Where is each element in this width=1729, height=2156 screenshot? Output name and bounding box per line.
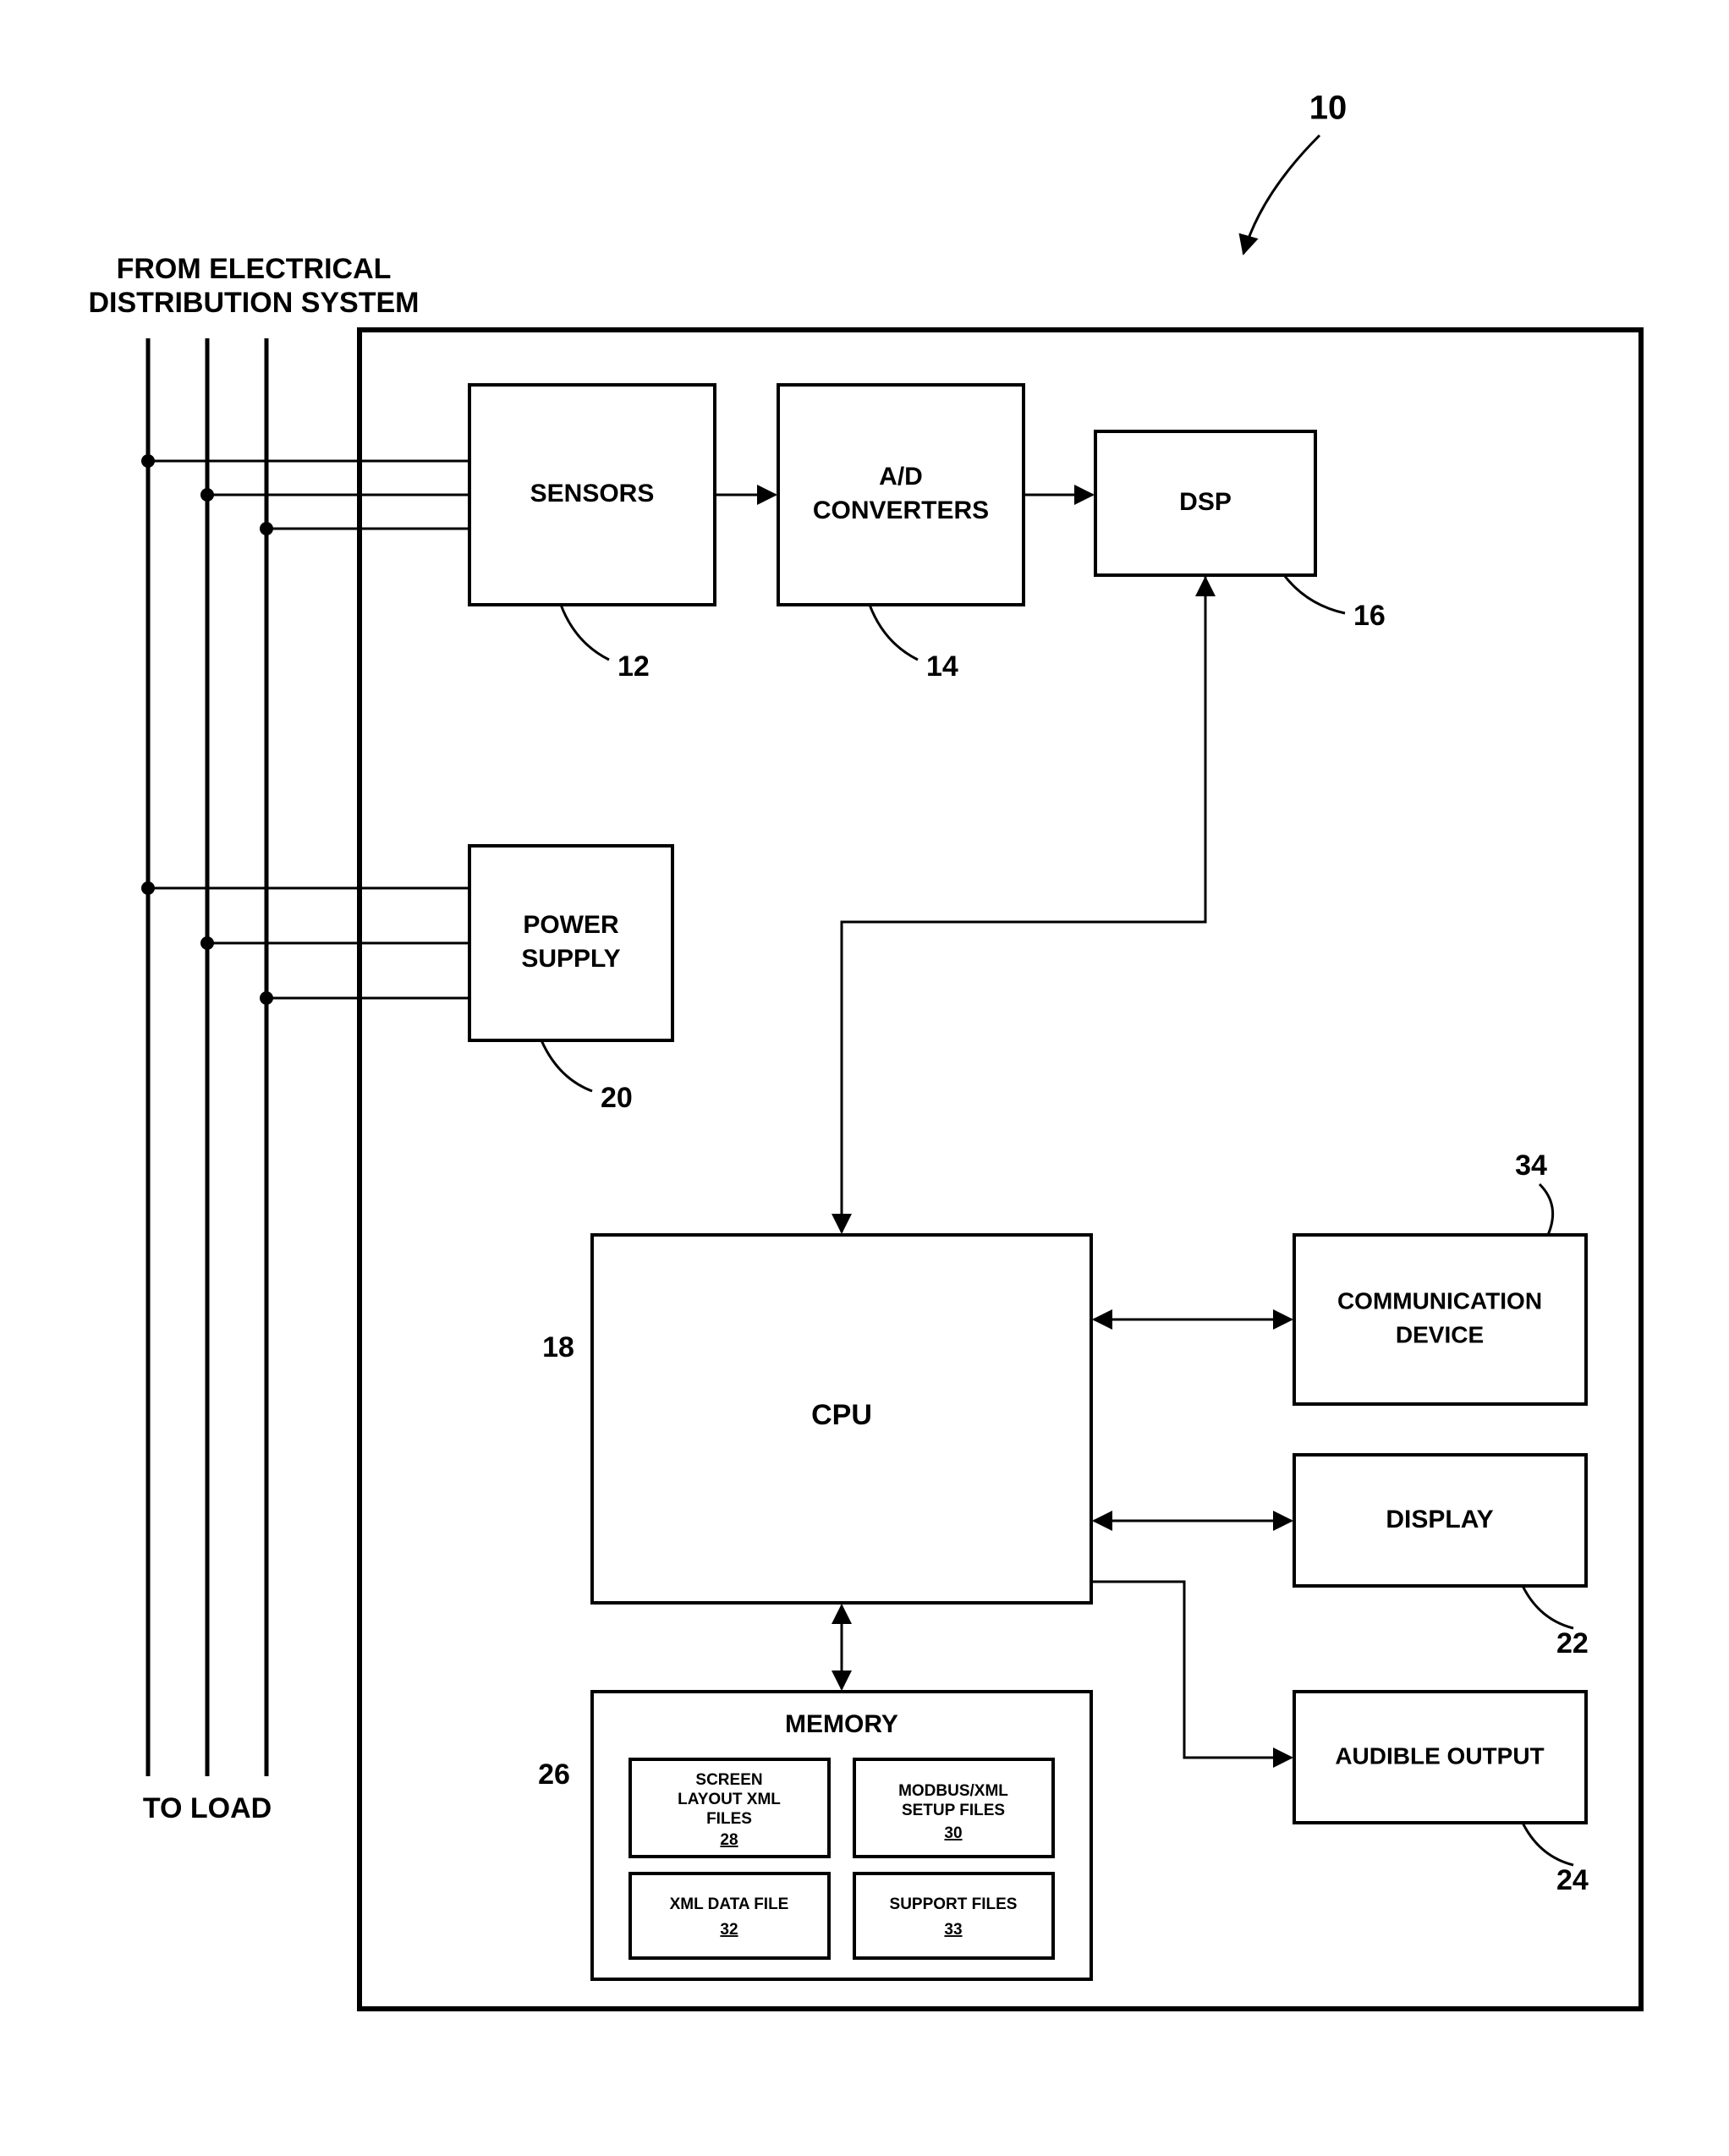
dsp-label: DSP <box>1179 488 1232 516</box>
figure-ref: 10 <box>1309 90 1348 127</box>
sensors-label: SENSORS <box>530 480 655 507</box>
comm-box <box>1294 1235 1586 1404</box>
ref-24: 24 <box>1556 1864 1589 1896</box>
adc-label2: CONVERTERS <box>813 496 989 524</box>
adc-box <box>778 385 1024 605</box>
header-line2: DISTRIBUTION SYSTEM <box>88 287 419 319</box>
ref-14: 14 <box>926 650 958 683</box>
mem-xmldata-box <box>630 1873 829 1958</box>
mem-screen-ref: 28 <box>720 1831 738 1849</box>
adc-label1: A/D <box>879 463 923 491</box>
psu-box <box>469 846 672 1040</box>
ref-16: 16 <box>1353 600 1386 632</box>
mem-modbus-ref: 30 <box>944 1824 962 1842</box>
psu-label2: SUPPLY <box>521 945 620 973</box>
comm-label1: COMMUNICATION <box>1337 1287 1542 1314</box>
ref-22: 22 <box>1556 1627 1589 1660</box>
mem-modbus-l1: MODBUS/XML <box>898 1782 1008 1800</box>
mem-xmldata-ref: 32 <box>720 1921 738 1939</box>
mem-support-box <box>854 1873 1053 1958</box>
ref-20: 20 <box>601 1082 633 1114</box>
mem-xmldata-l1: XML DATA FILE <box>670 1895 789 1913</box>
ref-18: 18 <box>542 1331 574 1363</box>
mem-modbus-l2: SETUP FILES <box>902 1802 1005 1819</box>
cpu-label: CPU <box>811 1399 872 1431</box>
figure-ref-arrow <box>1243 135 1320 254</box>
ref-34: 34 <box>1515 1149 1547 1182</box>
memory-label: MEMORY <box>785 1710 898 1738</box>
mem-support-ref: 33 <box>944 1921 962 1939</box>
footer-text: TO LOAD <box>143 1792 272 1824</box>
mem-screen-l2: LAYOUT XML <box>678 1791 781 1808</box>
mem-screen-l3: FILES <box>706 1810 752 1828</box>
header-line1: FROM ELECTRICAL <box>117 253 392 285</box>
comm-label2: DEVICE <box>1396 1321 1484 1347</box>
mem-screen-l1: SCREEN <box>695 1771 762 1789</box>
mem-support-l1: SUPPORT FILES <box>890 1895 1018 1913</box>
ref-12: 12 <box>618 650 650 683</box>
display-label: DISPLAY <box>1386 1506 1493 1533</box>
ref-26: 26 <box>538 1758 570 1791</box>
audible-label: AUDIBLE OUTPUT <box>1335 1742 1544 1769</box>
psu-label1: POWER <box>523 911 619 939</box>
